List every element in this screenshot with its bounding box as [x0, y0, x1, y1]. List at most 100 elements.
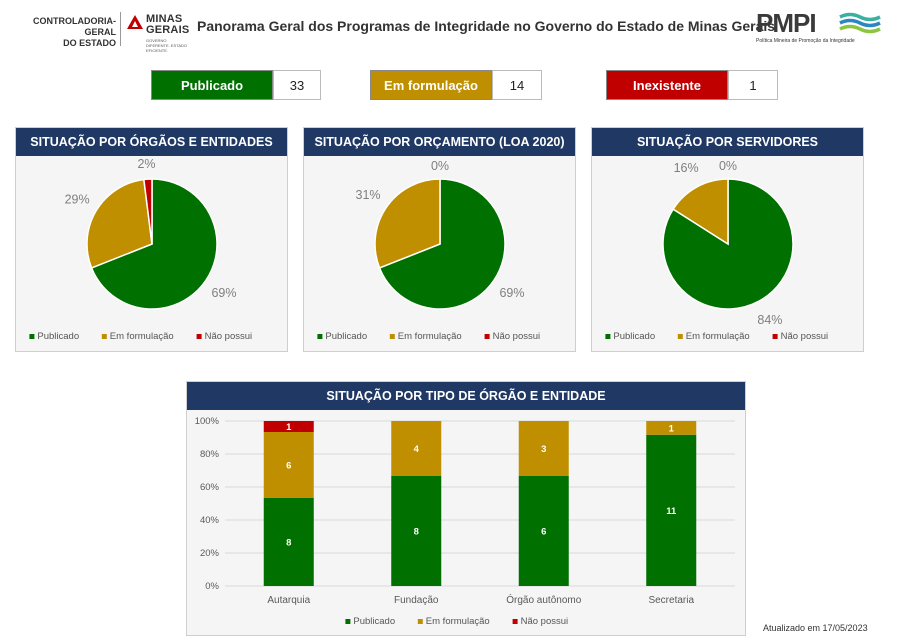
- legend-label: Não possui: [205, 331, 253, 342]
- y-tick-label: 80%: [200, 449, 220, 460]
- bar-segment-em-formulação: [646, 421, 697, 435]
- bar-data-label: 1: [286, 422, 292, 433]
- legend-swatch: [196, 334, 202, 339]
- bar-data-label: 4: [414, 444, 420, 455]
- legend-swatch: [317, 334, 323, 339]
- y-tick-label: 0%: [205, 581, 219, 592]
- summary-value: 14: [492, 70, 542, 100]
- legend-label: Publicado: [37, 331, 79, 342]
- pie-panel-orgaos: SITUAÇÃO POR ÓRGÃOS E ENTIDADES 69% 29% 2%…: [15, 127, 288, 352]
- mg-name: MINAS GERAIS: [146, 14, 189, 36]
- bar-data-label: 8: [414, 527, 419, 538]
- legend-swatch: [484, 334, 490, 339]
- pie-slice-publicado: [378, 178, 506, 310]
- pmpi-subtitle: Política Mineira de Promoção da Integrid…: [756, 38, 855, 44]
- org-line-1: CONTROLADORIA-GERAL: [33, 16, 116, 37]
- bar-segment-em-formulação: [518, 421, 569, 476]
- legend-swatch: [389, 334, 395, 339]
- bar-segment-publicado: [518, 476, 569, 586]
- legend-item: Em formulação: [417, 616, 490, 627]
- bar-segment-em-formulação: [391, 421, 442, 476]
- pie-chart: 69% 31% 0% Publicado Em formulação Não possui: [317, 159, 541, 342]
- pie-data-label: 29%: [65, 193, 90, 207]
- pie-data-label: 31%: [356, 188, 381, 202]
- legend-item: Publicado: [317, 331, 367, 342]
- legend-swatch: [417, 619, 423, 624]
- page-title: Panorama Geral dos Programas de Integrid…: [197, 18, 776, 34]
- chart-title: SITUAÇÃO POR ORÇAMENTO (LOA 2020): [304, 128, 575, 156]
- x-tick-label: Secretaria: [648, 595, 694, 606]
- summary-label: Inexistente: [606, 70, 728, 100]
- pie-data-label: 16%: [674, 161, 699, 175]
- legend-item: Em formulação: [677, 331, 750, 342]
- legend-label: Não possui: [781, 331, 829, 342]
- pie-panel-orcamento: SITUAÇÃO POR ORÇAMENTO (LOA 2020) 69% 31%…: [303, 127, 576, 352]
- legend-item: Em formulação: [101, 331, 174, 342]
- legend-swatch: [101, 334, 107, 339]
- bar-segment-em-formulação: [263, 432, 314, 498]
- x-tick-label: Órgão autônomo: [506, 593, 581, 606]
- chart-title: SITUAÇÃO POR TIPO DE ÓRGÃO E ENTIDADE: [187, 382, 745, 410]
- header-logos: CONTROLADORIA-GERAL DO ESTADO MINAS GERA…: [6, 12, 189, 53]
- bar-segment-publicado: [263, 498, 314, 586]
- x-tick-label: Autarquia: [267, 595, 310, 606]
- legend-label: Em formulação: [426, 616, 490, 627]
- stacked-bar-chart: 0% 20% 40% 60% 80% 100% 8 6 1 Autarquia 8 4 Fundação…: [195, 416, 735, 627]
- pmpi-logo-text: PMPI: [756, 8, 817, 38]
- bar-data-label: 8: [286, 538, 291, 549]
- legend-item: Publicado: [345, 616, 395, 627]
- cge-logo-text: CONTROLADORIA-GERAL DO ESTADO: [6, 16, 116, 49]
- pie-panel-servidores: SITUAÇÃO POR SERVIDORES 84% 16% 0% Publicad…: [591, 127, 864, 352]
- pie-slice-não-possui: [143, 178, 153, 245]
- pie-data-label: 84%: [757, 313, 782, 327]
- x-tick-label: Fundação: [394, 595, 439, 606]
- mg-name-line-2: GERAIS: [146, 24, 190, 36]
- summary-label: Publicado: [151, 70, 273, 100]
- y-tick-label: 20%: [200, 548, 220, 559]
- pie-data-label: 69%: [499, 286, 524, 300]
- mg-tagline: GOVERNO DIFERENTE. ESTADO EFICIENTE.: [146, 38, 188, 53]
- legend-item: Publicado: [605, 331, 655, 342]
- y-tick-label: 40%: [200, 515, 220, 526]
- pie-slice-publicado: [90, 178, 218, 310]
- summary-value: 33: [273, 70, 321, 100]
- legend-item: Em formulação: [389, 331, 462, 342]
- pie-data-label: 2%: [137, 157, 155, 171]
- legend-label: Não possui: [493, 331, 541, 342]
- legend-swatch: [512, 619, 518, 624]
- legend-swatch: [772, 334, 778, 339]
- pie-chart: 84% 16% 0% Publicado Em formulação Não possui: [605, 159, 829, 342]
- legend-item: Não possui: [484, 331, 541, 342]
- bar-data-label: 6: [286, 461, 291, 472]
- pie-slice-em-formulação: [672, 178, 729, 246]
- legend-label: Publicado: [613, 331, 655, 342]
- legend-item: Publicado: [29, 331, 79, 342]
- bar-data-label: 1: [669, 423, 675, 434]
- pie-slice-em-formulação: [86, 178, 153, 269]
- bar-data-label: 11: [666, 506, 677, 517]
- logo-divider: [120, 12, 121, 46]
- legend-item: Não possui: [512, 616, 568, 627]
- y-tick-label: 100%: [195, 416, 220, 427]
- updated-date: Atualizado em 17/05/2023: [763, 623, 868, 633]
- legend-label: Em formulação: [686, 331, 750, 342]
- pmpi-waves-icon: [839, 12, 881, 34]
- bar-data-label: 3: [541, 444, 546, 455]
- pie-slice-em-formulação: [374, 178, 441, 269]
- legend-swatch: [29, 334, 35, 339]
- pmpi-logo: PMPI Política Mineira de Promoção da Int…: [756, 8, 886, 46]
- chart-title: SITUAÇÃO POR ÓRGÃOS E ENTIDADES: [16, 128, 287, 156]
- pie-data-label: 0%: [719, 159, 737, 173]
- summary-value: 1: [728, 70, 778, 100]
- legend-label: Em formulação: [398, 331, 462, 342]
- legend-item: Não possui: [196, 331, 253, 342]
- summary-card-inexistente: Inexistente 1: [606, 70, 778, 100]
- bar-segment-não-possui: [263, 421, 314, 432]
- legend-label: Em formulação: [110, 331, 174, 342]
- pie-data-label: 69%: [211, 286, 236, 300]
- mg-name-line-1: MINAS: [146, 13, 183, 25]
- legend-item: Não possui: [772, 331, 829, 342]
- y-tick-label: 60%: [200, 482, 220, 493]
- pie-chart: 69% 29% 2% Publicado Em formulação Não possui: [29, 157, 253, 342]
- legend-label: Publicado: [353, 616, 395, 627]
